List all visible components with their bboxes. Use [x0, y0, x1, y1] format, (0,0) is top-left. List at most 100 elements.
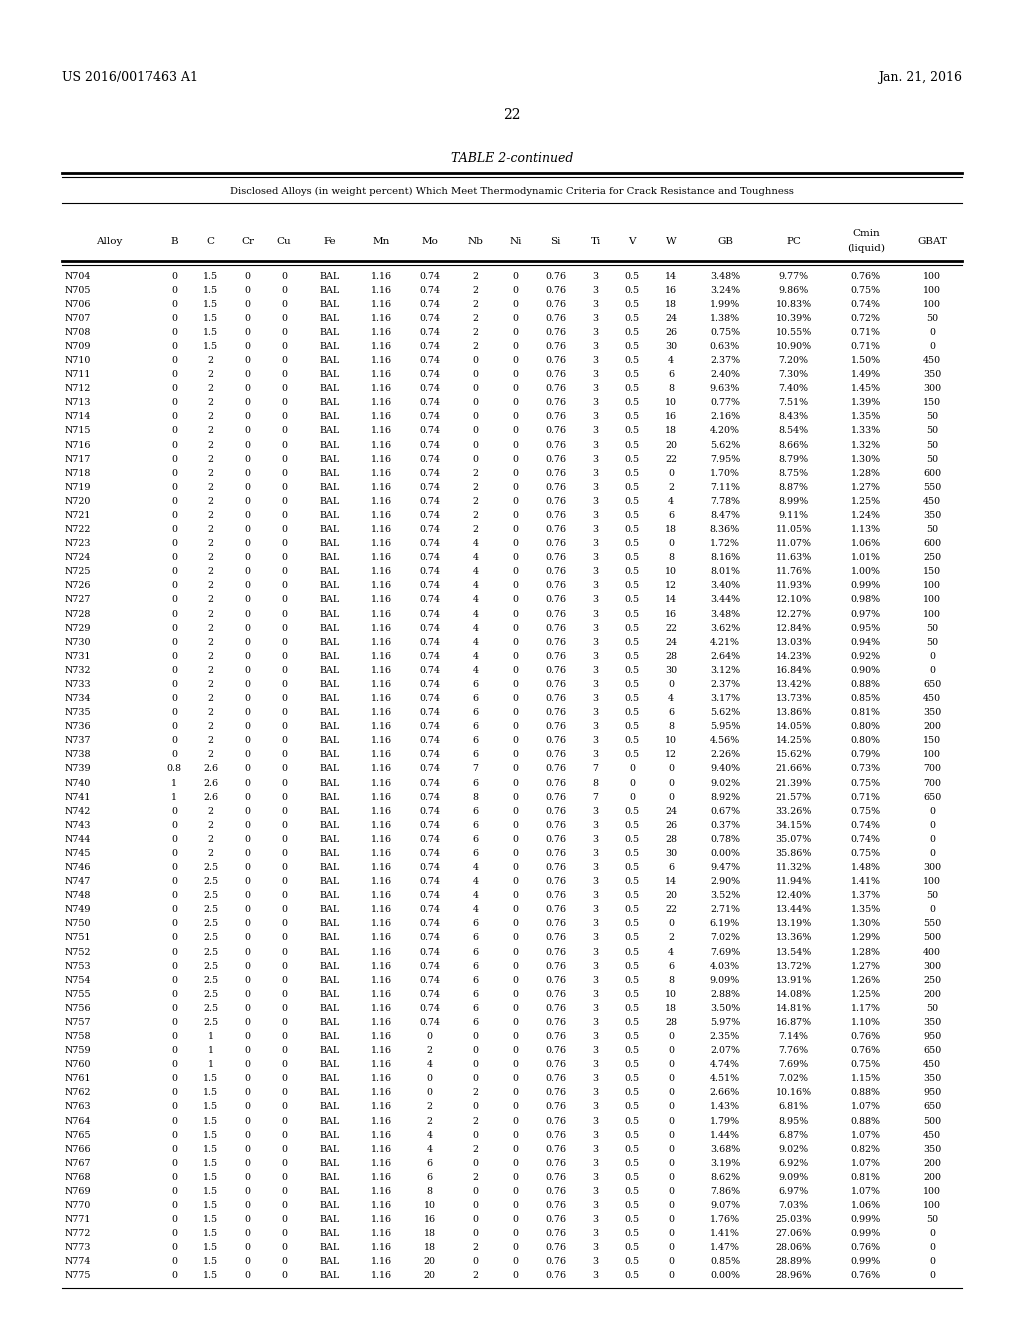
Text: 24: 24	[666, 638, 677, 647]
Text: 2.07%: 2.07%	[710, 1047, 740, 1055]
Text: 0: 0	[245, 948, 251, 957]
Text: 0: 0	[245, 553, 251, 562]
Text: 9.63%: 9.63%	[710, 384, 740, 393]
Text: 0.76: 0.76	[545, 327, 566, 337]
Text: 0.63%: 0.63%	[710, 342, 740, 351]
Text: 0.76: 0.76	[545, 511, 566, 520]
Text: 0: 0	[171, 441, 177, 450]
Text: 18: 18	[424, 1229, 435, 1238]
Text: 2: 2	[208, 834, 214, 843]
Text: N743: N743	[65, 821, 91, 830]
Text: 0: 0	[245, 539, 251, 548]
Text: 1.16: 1.16	[371, 1117, 392, 1126]
Text: 6: 6	[472, 680, 478, 689]
Text: 7.40%: 7.40%	[778, 384, 809, 393]
Text: 0.74%: 0.74%	[851, 300, 881, 309]
Text: 0: 0	[171, 454, 177, 463]
Text: 0.76%: 0.76%	[851, 272, 881, 281]
Text: 7.14%: 7.14%	[778, 1032, 809, 1041]
Text: 0: 0	[472, 356, 478, 366]
Text: 0.74: 0.74	[419, 638, 440, 647]
Text: 0: 0	[669, 680, 674, 689]
Text: 6.92%: 6.92%	[778, 1159, 809, 1168]
Text: 0.76: 0.76	[545, 906, 566, 915]
Text: 0: 0	[669, 1102, 674, 1111]
Text: Si: Si	[550, 236, 561, 246]
Text: 21.57%: 21.57%	[775, 792, 812, 801]
Text: 0: 0	[929, 1271, 935, 1280]
Text: 2.5: 2.5	[204, 906, 218, 915]
Text: 3: 3	[593, 948, 599, 957]
Text: 0: 0	[512, 441, 518, 450]
Text: BAL: BAL	[319, 863, 340, 873]
Text: 0: 0	[171, 525, 177, 535]
Text: 0.76: 0.76	[545, 665, 566, 675]
Text: 1.07%: 1.07%	[851, 1187, 881, 1196]
Text: 6: 6	[472, 708, 478, 717]
Text: N735: N735	[65, 708, 91, 717]
Text: 2: 2	[472, 342, 478, 351]
Text: 1.76%: 1.76%	[710, 1216, 740, 1224]
Text: 0: 0	[512, 342, 518, 351]
Text: 3: 3	[593, 342, 599, 351]
Text: 0.88%: 0.88%	[851, 1089, 881, 1097]
Text: 0.5: 0.5	[625, 1159, 640, 1168]
Text: 1.17%: 1.17%	[851, 1005, 881, 1012]
Text: 0.76: 0.76	[545, 722, 566, 731]
Text: 1.16: 1.16	[371, 1060, 392, 1069]
Text: 3: 3	[593, 441, 599, 450]
Text: 0: 0	[512, 412, 518, 421]
Text: 1.16: 1.16	[371, 1018, 392, 1027]
Text: 10.16%: 10.16%	[775, 1089, 812, 1097]
Text: 0: 0	[669, 1117, 674, 1126]
Text: 400: 400	[924, 948, 941, 957]
Text: 4: 4	[427, 1131, 432, 1139]
Text: 3: 3	[593, 1074, 599, 1084]
Text: N775: N775	[65, 1271, 91, 1280]
Text: 3: 3	[593, 1258, 599, 1266]
Text: 1.45%: 1.45%	[851, 384, 881, 393]
Text: 1.16: 1.16	[371, 1032, 392, 1041]
Text: 1.16: 1.16	[371, 511, 392, 520]
Text: C: C	[207, 236, 215, 246]
Text: 20: 20	[424, 1271, 435, 1280]
Text: Mo: Mo	[421, 236, 438, 246]
Text: 0.74: 0.74	[419, 553, 440, 562]
Text: 0: 0	[472, 399, 478, 408]
Text: 0.5: 0.5	[625, 1018, 640, 1027]
Text: 0: 0	[512, 990, 518, 999]
Text: 0: 0	[669, 1258, 674, 1266]
Text: 2: 2	[208, 821, 214, 830]
Text: 1.16: 1.16	[371, 356, 392, 366]
Text: 0: 0	[282, 539, 287, 548]
Text: N722: N722	[65, 525, 91, 535]
Text: 2: 2	[472, 511, 478, 520]
Text: 0: 0	[512, 1117, 518, 1126]
Text: 650: 650	[923, 680, 941, 689]
Text: 450: 450	[924, 1131, 941, 1139]
Text: 6: 6	[472, 779, 478, 788]
Text: 0.76: 0.76	[545, 1243, 566, 1253]
Text: 0: 0	[245, 1089, 251, 1097]
Text: 6: 6	[472, 694, 478, 704]
Text: 12.84%: 12.84%	[775, 623, 812, 632]
Text: 8: 8	[593, 779, 599, 788]
Text: N733: N733	[65, 680, 91, 689]
Text: N705: N705	[65, 285, 91, 294]
Text: 3: 3	[593, 1102, 599, 1111]
Text: 1.16: 1.16	[371, 483, 392, 492]
Text: 0.76: 0.76	[545, 933, 566, 942]
Text: 2: 2	[427, 1047, 432, 1055]
Text: 0.5: 0.5	[625, 568, 640, 577]
Text: 1.16: 1.16	[371, 441, 392, 450]
Text: 0.76: 0.76	[545, 1216, 566, 1224]
Text: 0: 0	[171, 1243, 177, 1253]
Text: 0.5: 0.5	[625, 1173, 640, 1181]
Text: 14: 14	[666, 876, 677, 886]
Text: 0.74: 0.74	[419, 623, 440, 632]
Text: 2: 2	[472, 1243, 478, 1253]
Text: N711: N711	[65, 370, 91, 379]
Text: 3: 3	[593, 412, 599, 421]
Text: 1.39%: 1.39%	[851, 399, 881, 408]
Text: 100: 100	[924, 300, 941, 309]
